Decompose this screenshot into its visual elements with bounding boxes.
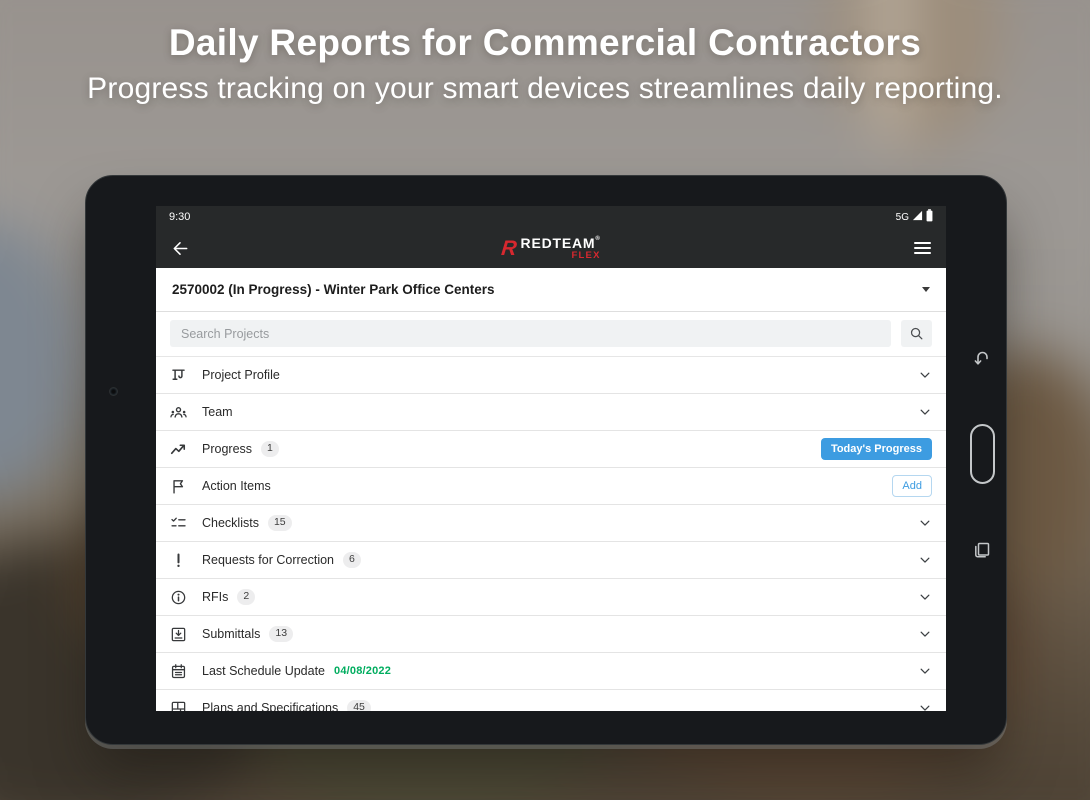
- network-type: 5G: [895, 211, 909, 223]
- progress-trend-icon: [170, 441, 187, 458]
- menu-item-rfis[interactable]: RFIs 2: [156, 579, 946, 616]
- team-icon: [170, 404, 187, 421]
- front-camera: [110, 388, 117, 395]
- menu-item-label: Project Profile: [202, 368, 280, 382]
- menu-list: Project Profile Team Progress 1 Today's …: [156, 357, 946, 711]
- chevron-down-icon: [918, 553, 932, 567]
- battery-icon: [926, 209, 933, 225]
- chevron-down-icon: [918, 405, 932, 419]
- signal-icon: [912, 210, 923, 224]
- menu-item-label: Checklists: [202, 516, 259, 530]
- device-nav-bar: [962, 176, 1002, 744]
- logo-trademark: ®: [595, 235, 601, 242]
- back-arrow-icon[interactable]: [171, 239, 190, 258]
- device-back-icon[interactable]: [972, 348, 992, 368]
- search-icon: [909, 326, 924, 341]
- menu-item-label: Submittals: [202, 627, 261, 641]
- logo-product-text: FLEX: [571, 249, 601, 261]
- info-icon: [170, 589, 187, 606]
- chevron-down-icon: [918, 627, 932, 641]
- date-value: 04/08/2022: [334, 665, 392, 677]
- menu-icon[interactable]: [914, 242, 931, 254]
- hero-title: Daily Reports for Commercial Contractors: [168, 22, 922, 63]
- menu-item-label: Plans and Specifications: [202, 701, 339, 711]
- menu-item-team[interactable]: Team: [156, 394, 946, 431]
- count-badge: 1: [261, 441, 279, 457]
- search-input[interactable]: [170, 320, 891, 347]
- menu-item-progress[interactable]: Progress 1 Today's Progress: [156, 431, 946, 468]
- menu-item-submittals[interactable]: Submittals 13: [156, 616, 946, 653]
- menu-item-last-schedule-update[interactable]: Last Schedule Update 04/08/2022: [156, 653, 946, 690]
- menu-item-checklists[interactable]: Checklists 15: [156, 505, 946, 542]
- today-s-progress-button[interactable]: Today's Progress: [820, 438, 932, 460]
- count-badge: 2: [237, 589, 256, 605]
- device-home-icon[interactable]: [970, 424, 995, 484]
- exclamation-icon: [170, 552, 187, 569]
- submittals-inbox-icon: [170, 626, 187, 643]
- tablet-device: 9:30 5G R REDTEAM® FLEX: [85, 175, 1007, 745]
- checklist-icon: [170, 515, 187, 532]
- redteam-flex-logo: R REDTEAM® FLEX: [500, 234, 601, 261]
- chevron-down-icon: [918, 664, 932, 678]
- status-bar: 9:30 5G: [156, 206, 946, 228]
- chevron-down-icon: [918, 590, 932, 604]
- chevron-down-icon: [918, 701, 932, 711]
- main-content: 2570002 (In Progress) - Winter Park Offi…: [156, 268, 946, 711]
- calendar-icon: [170, 663, 187, 680]
- flag-icon: [170, 478, 187, 495]
- chevron-down-icon: [918, 516, 932, 530]
- device-recents-icon[interactable]: [972, 540, 992, 560]
- menu-item-label: Requests for Correction: [202, 553, 335, 567]
- menu-item-label: Progress: [202, 442, 253, 456]
- hero-banner: Daily Reports for Commercial Contractors…: [0, 22, 1090, 106]
- search-button[interactable]: [901, 320, 932, 347]
- search-row: [156, 312, 946, 357]
- count-badge: 6: [343, 552, 361, 568]
- plans-grid-icon: [170, 700, 187, 711]
- tablet-screen: 9:30 5G R REDTEAM® FLEX: [156, 206, 946, 711]
- app-bar: R REDTEAM® FLEX: [156, 228, 946, 268]
- dropdown-caret-icon: [922, 287, 930, 292]
- status-time: 9:30: [169, 211, 191, 223]
- menu-item-label: RFIs: [202, 590, 229, 604]
- redteam-logo-mark: R: [500, 236, 518, 260]
- menu-item-label: Team: [202, 405, 233, 419]
- menu-item-label: Last Schedule Update: [202, 664, 326, 678]
- project-selector-value: 2570002 (In Progress) - Winter Park Offi…: [172, 282, 495, 297]
- menu-item-plans-and-specifications[interactable]: Plans and Specifications 45: [156, 690, 946, 711]
- chevron-down-icon: [918, 368, 932, 382]
- menu-item-label: Action Items: [202, 479, 271, 493]
- project-selector[interactable]: 2570002 (In Progress) - Winter Park Offi…: [156, 268, 946, 312]
- menu-item-action-items[interactable]: Action Items Add: [156, 468, 946, 505]
- menu-item-project-profile[interactable]: Project Profile: [156, 357, 946, 394]
- count-badge: 45: [347, 700, 371, 711]
- project-profile-icon: [170, 367, 187, 384]
- menu-item-requests-for-correction[interactable]: Requests for Correction 6: [156, 542, 946, 579]
- hero-subtitle: Progress tracking on your smart devices …: [87, 72, 1003, 105]
- logo-brand-text: REDTEAM: [520, 234, 596, 251]
- add-button[interactable]: Add: [892, 475, 932, 497]
- count-badge: 15: [267, 515, 292, 531]
- count-badge: 13: [269, 626, 294, 642]
